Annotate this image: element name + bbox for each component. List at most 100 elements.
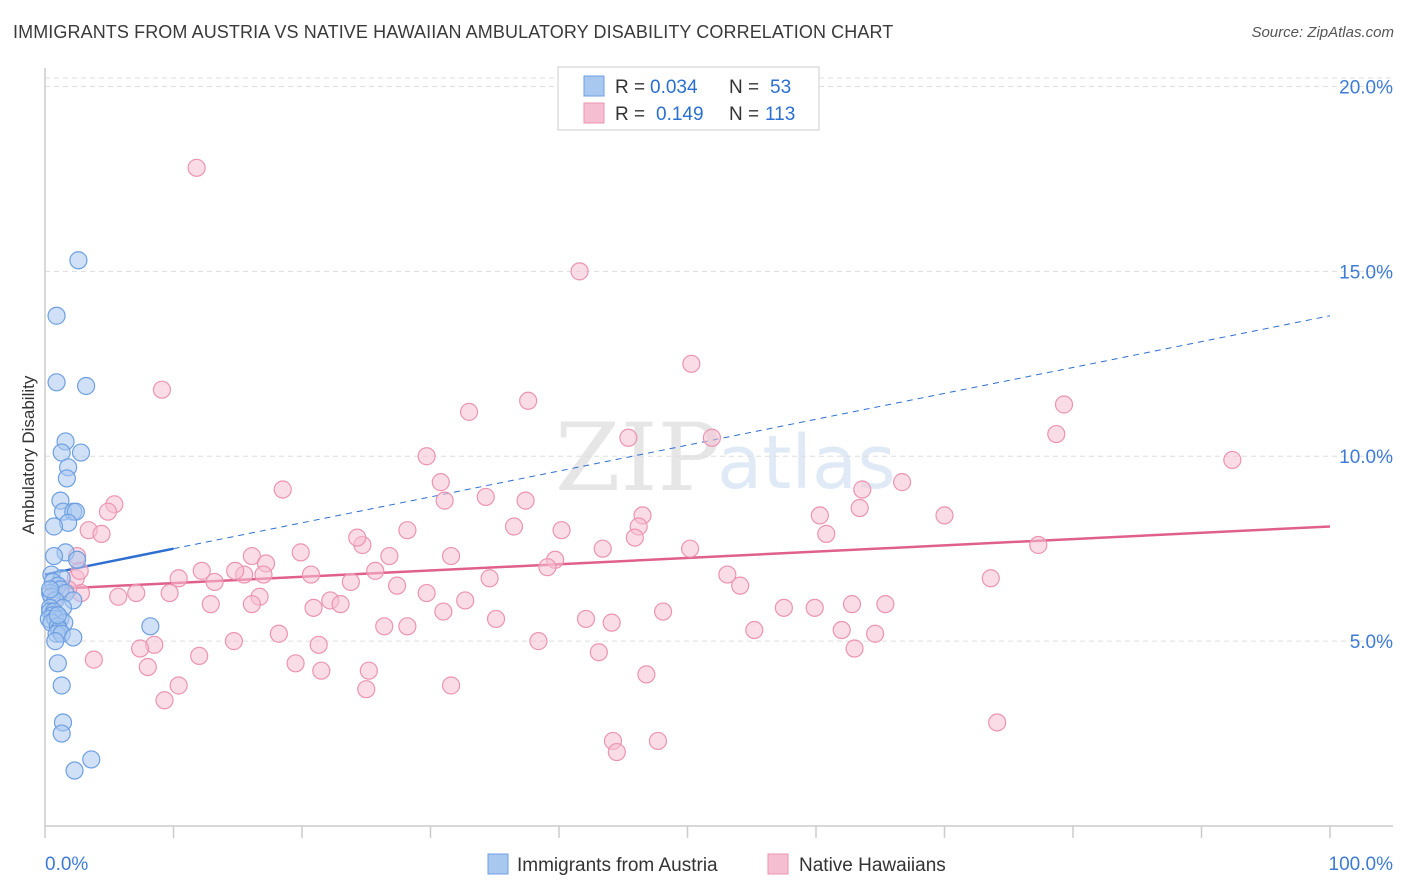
hawaiian-point-7: [1047, 424, 1066, 444]
hawaiian-point-93: [84, 650, 103, 669]
hawaiian-point-0: [187, 158, 206, 177]
austria-point-2: [47, 373, 66, 392]
hawaiian-point-90: [190, 646, 209, 666]
legend-swatch-hawaiian: [583, 102, 605, 124]
hawaiian-point-86: [529, 632, 548, 651]
hawaiian-point-82: [832, 620, 851, 640]
hawaiian-point-16: [476, 487, 495, 507]
hawaiian-point-46: [226, 561, 245, 580]
hawaiian-point-26: [552, 521, 571, 540]
watermark-zip: ZIP: [555, 404, 721, 513]
hawaiian-point-55: [731, 576, 750, 595]
legend-n-label-hawaiian: N =: [729, 104, 759, 125]
hawaiian-point-67: [201, 595, 220, 614]
series-legend: Immigrants from Austria Native Hawaiians: [487, 853, 946, 876]
hawaiian-point-63: [417, 583, 436, 603]
hawaiian-point-11: [417, 447, 436, 466]
trend-line-austria-extended: [173, 315, 1331, 550]
source-label: Source: ZipAtlas.com: [1251, 24, 1394, 41]
hawaiian-point-52: [480, 569, 499, 588]
hawaiian-point-4: [519, 391, 538, 410]
austria-point-1: [47, 306, 66, 325]
legend-r-value-hawaiian: 0.149: [656, 104, 704, 125]
x-tick-labels: 0.0% 100.0%: [45, 854, 1393, 875]
hawaiian-point-32: [817, 524, 836, 543]
hawaiian-point-83: [866, 624, 885, 643]
legend-r-value-austria: 0.034: [650, 77, 698, 98]
hawaiian-point-22: [850, 498, 869, 518]
hawaiian-point-18: [516, 491, 535, 510]
hawaiian-point-91: [589, 643, 608, 662]
hawaiian-point-17: [435, 491, 454, 510]
hawaiian-point-20: [98, 502, 118, 521]
austria-point-8: [57, 469, 76, 488]
hawaiian-point-14: [273, 480, 292, 499]
hawaiian-point-56: [387, 576, 407, 595]
hawaiian-point-36: [1029, 535, 1048, 555]
legend-n-value-austria: 53: [770, 77, 791, 98]
austria-point-46: [52, 676, 71, 695]
bottom-legend-swatch-hawaiian: [767, 853, 789, 875]
x-tick-label-max: 100.0%: [1329, 854, 1394, 875]
hawaiian-point-92: [845, 639, 864, 658]
austria-point-3: [77, 376, 96, 396]
hawaiian-point-33: [348, 528, 367, 547]
hawaiian-point-76: [486, 609, 506, 629]
hawaiian-point-102: [155, 691, 174, 710]
hawaiian-point-99: [169, 676, 188, 695]
legend-n-label-austria: N =: [729, 77, 759, 98]
x-tick-label-min: 0.0%: [45, 854, 88, 875]
austria-point-16: [44, 546, 64, 566]
hawaiian-point-103: [988, 713, 1007, 732]
bottom-legend-swatch-austria: [487, 853, 509, 875]
hawaiian-point-10: [1223, 450, 1242, 470]
watermark: ZIP atlas: [555, 404, 896, 513]
hawaiian-point-1: [570, 262, 589, 281]
hawaiian-point-70: [876, 595, 895, 614]
hawaiian-point-94: [286, 654, 305, 673]
bottom-legend-label-hawaiian: Native Hawaiians: [799, 855, 946, 876]
y-tick-label-20: 20.0%: [1339, 77, 1393, 98]
hawaiian-point-9: [702, 428, 722, 447]
hawaiian-point-85: [224, 632, 243, 651]
hawaiian-point-3: [152, 380, 172, 399]
hawaiian-point-80: [398, 617, 417, 636]
austria-point-51: [41, 580, 60, 599]
hawaiian-point-77: [576, 609, 596, 629]
hawaiian-point-39: [380, 546, 399, 566]
hawaiian-point-29: [92, 524, 111, 543]
hawaiian-point-43: [538, 558, 557, 577]
hawaiian-point-100: [441, 676, 461, 695]
y-tick-label-15: 15.0%: [1339, 262, 1393, 283]
hawaiian-point-5: [459, 402, 479, 421]
hawaiian-point-53: [981, 569, 1000, 588]
trend-line-austria: [44, 547, 174, 576]
hawaiian-point-112: [291, 543, 310, 562]
hawaiian-point-50: [169, 569, 188, 588]
hawaiian-point-66: [456, 591, 475, 610]
axes: [44, 68, 1393, 838]
hawaiian-point-49: [254, 565, 273, 584]
hawaiian-point-72: [434, 602, 453, 621]
hawaiian-point-27: [398, 521, 417, 540]
hawaiian-point-71: [304, 598, 323, 617]
correlation-legend: R = 0.034 N = 53 R = 0.149 N = 113: [557, 66, 820, 131]
bottom-legend-label-austria: Immigrants from Austria: [517, 855, 718, 876]
chart-title: IMMIGRANTS FROM AUSTRIA VS NATIVE HAWAII…: [13, 22, 894, 42]
hawaiian-point-75: [653, 602, 673, 621]
hawaiian-point-87: [309, 635, 328, 654]
hawaiian-point-61: [109, 587, 128, 606]
y-tick-label-10: 10.0%: [1339, 447, 1393, 468]
legend-swatch-austria: [583, 75, 605, 97]
hawaiian-point-23: [810, 506, 829, 525]
legend-r-label-hawaiian: R =: [615, 104, 645, 125]
y-tick-label-5: 5.0%: [1350, 632, 1393, 653]
y-axis-label: Ambulatory Disability: [19, 375, 38, 534]
hawaiian-point-74: [805, 598, 824, 617]
hawaiian-point-97: [359, 661, 378, 680]
hawaiian-point-89: [130, 639, 150, 658]
hawaiian-point-35: [680, 539, 700, 558]
austria-point-48: [52, 724, 71, 743]
legend-n-value-hawaiian: 113: [765, 104, 795, 125]
